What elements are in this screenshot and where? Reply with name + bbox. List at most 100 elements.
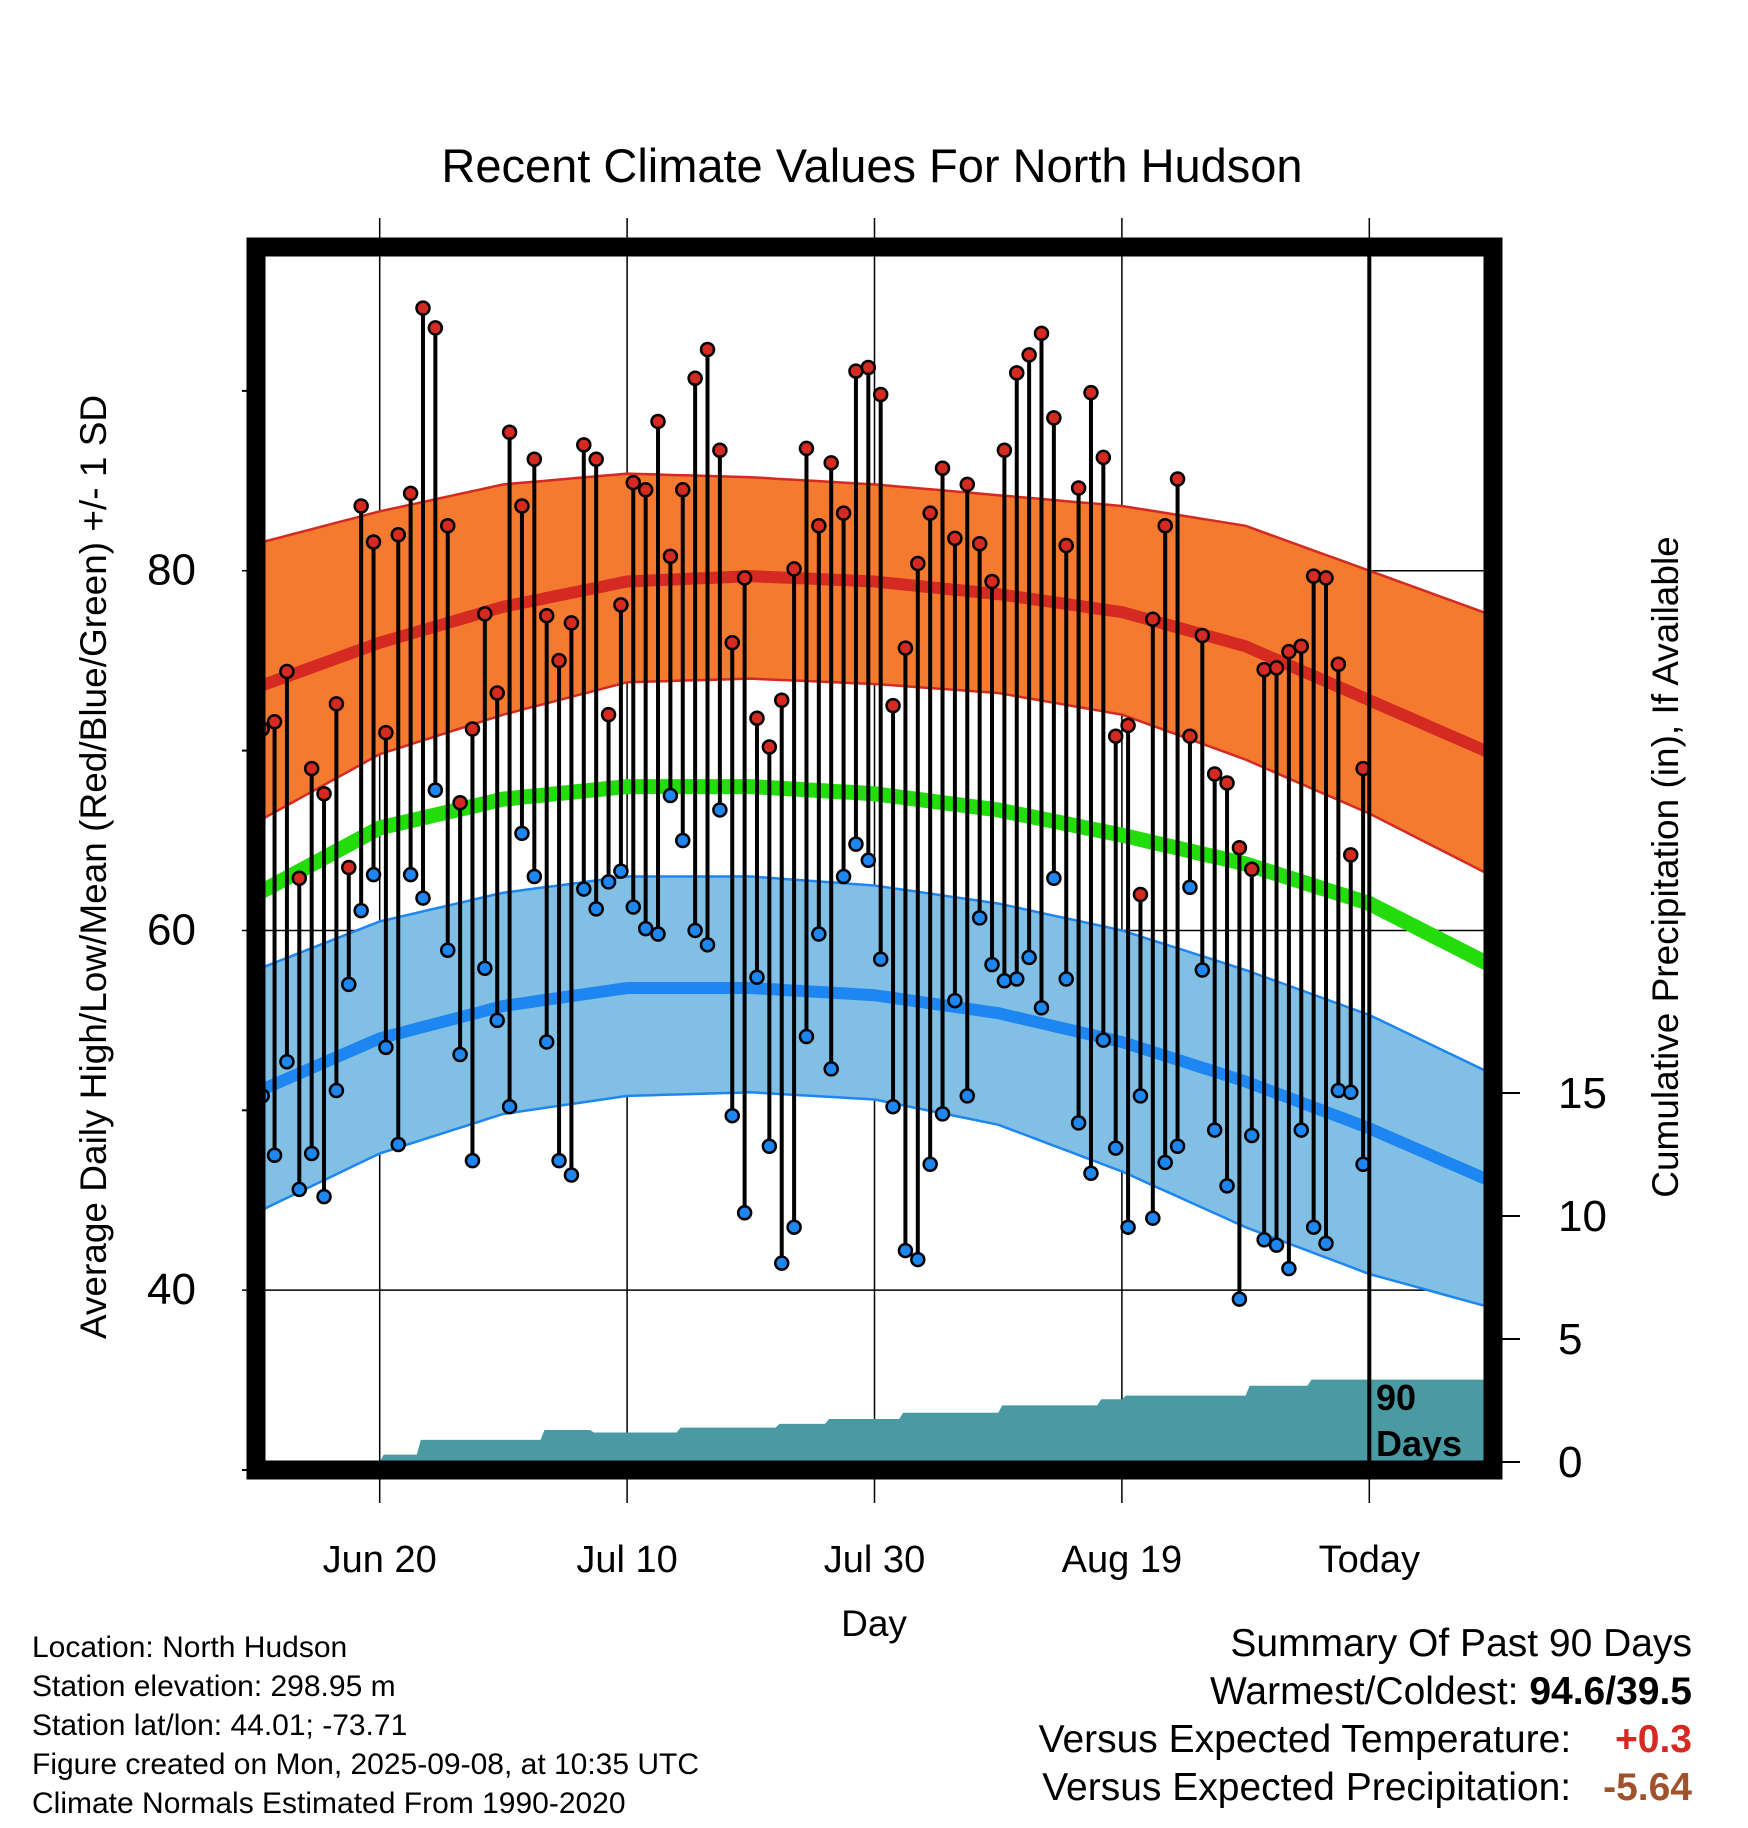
daily-high-point (1033, 325, 1050, 342)
daily-high-point (353, 498, 369, 514)
daily-low-point (897, 1242, 914, 1259)
daily-high-point (1244, 861, 1260, 878)
daily-high-point (724, 634, 740, 651)
daily-high-point (279, 663, 295, 680)
daily-low-point (600, 874, 617, 890)
daily-high-point (1293, 638, 1310, 655)
x-tick-label: Jun 20 (323, 1539, 437, 1581)
x-tick-label: Today (1319, 1539, 1420, 1581)
daily-high-point (675, 482, 691, 498)
daily-high-point (1342, 847, 1359, 863)
created-text: Figure created on Mon, 2025-09-08, at 10… (32, 1748, 700, 1781)
daily-low-point (427, 782, 444, 798)
daily-high-point (291, 870, 308, 887)
daily-high-point (712, 442, 728, 458)
daily-high-point (266, 714, 283, 730)
daily-high-point (860, 359, 877, 376)
daily-high-point (613, 597, 629, 613)
daily-high-point (625, 474, 642, 491)
daily-low-point (1281, 1260, 1297, 1277)
daily-high-point (576, 437, 592, 453)
daily-low-point (835, 868, 852, 885)
temp-row: Versus Expected Temperature: +0.3 (1039, 1716, 1692, 1764)
daily-low-point (390, 1136, 407, 1153)
daily-high-point (910, 555, 926, 572)
daily-low-point (1083, 1165, 1099, 1181)
daily-high-point (1169, 471, 1186, 487)
daily-low-point (1182, 879, 1198, 896)
daily-low-point (576, 881, 592, 897)
daily-low-point (1009, 971, 1025, 987)
daily-high-point (736, 570, 753, 586)
y-tick-label: 40 (147, 1265, 196, 1314)
daily-high-point (1231, 839, 1248, 856)
daily-high-point (600, 706, 617, 723)
daily-low-point (501, 1098, 518, 1115)
warm-cold-label: Warmest/Coldest: (1210, 1670, 1519, 1713)
daily-low-point (464, 1152, 481, 1169)
daily-low-point (910, 1251, 926, 1268)
daily-low-point (303, 1145, 320, 1162)
y-axis-label: Average Daily High/Low/Mean (Red/Blue/Gr… (73, 395, 114, 1339)
daily-low-point (1169, 1138, 1186, 1155)
daily-low-point (489, 1012, 505, 1029)
daily-low-point (947, 992, 963, 1009)
y2-tick-label: 15 (1558, 1069, 1607, 1118)
x-axis-label: Day (841, 1603, 907, 1644)
daily-low-point (934, 1106, 951, 1122)
latlon-text: Station lat/lon: 44.01; -73.71 (32, 1709, 408, 1742)
daily-high-point (650, 413, 666, 430)
daily-high-point (328, 696, 345, 712)
daily-low-point (650, 926, 666, 942)
daily-high-point (378, 724, 394, 741)
summary-panel: Summary Of Past 90 Days Warmest/Coldest:… (1039, 1620, 1692, 1812)
daily-low-point (365, 866, 382, 883)
daily-low-point (959, 1088, 976, 1104)
normals-text: Climate Normals Estimated From 1990-2020 (32, 1787, 626, 1820)
x-tick-label: Jul 10 (576, 1539, 677, 1581)
daily-high-point (637, 482, 654, 498)
warm-cold-row: Warmest/Coldest: 94.6/39.5 (1039, 1668, 1692, 1716)
daily-high-point (1083, 384, 1099, 401)
precip-value: -5.64 (1603, 1766, 1692, 1809)
daily-high-point (1305, 568, 1322, 584)
daily-high-point (934, 460, 951, 476)
daily-high-point (402, 485, 419, 502)
daily-high-point (1021, 347, 1037, 363)
daily-low-point (1120, 1219, 1136, 1235)
elevation-text: Station elevation: 298.95 m (32, 1670, 396, 1703)
daily-high-point (897, 640, 914, 656)
daily-low-point (1194, 962, 1211, 978)
daily-low-point (712, 802, 728, 818)
daily-low-point (1070, 1115, 1087, 1131)
low-sd-band (256, 876, 1493, 1309)
daily-high-point (501, 424, 518, 440)
daily-low-point (724, 1107, 740, 1124)
window-label-days: Days (1376, 1423, 1462, 1464)
daily-high-point (1194, 627, 1211, 644)
daily-high-point (749, 710, 765, 726)
daily-low-point (971, 910, 988, 926)
y-tick-label: 80 (147, 546, 196, 595)
daily-low-point (996, 973, 1013, 989)
daily-high-point (1219, 775, 1235, 791)
daily-high-point (489, 685, 505, 701)
daily-high-point (984, 573, 1000, 590)
daily-low-point (1293, 1122, 1310, 1138)
daily-low-point (439, 942, 456, 958)
daily-low-point (984, 956, 1000, 973)
daily-low-point (477, 960, 493, 976)
precip-label: Versus Expected Precipitation: (1042, 1766, 1572, 1809)
daily-high-point (1046, 410, 1062, 426)
daily-low-point (1132, 1088, 1149, 1104)
daily-high-point (823, 455, 839, 471)
daily-high-point (835, 505, 852, 521)
daily-high-point (761, 739, 778, 755)
daily-high-point (477, 606, 493, 622)
daily-high-point (588, 451, 604, 467)
daily-high-point (1268, 660, 1285, 676)
daily-high-point (1206, 766, 1223, 782)
daily-high-point (1120, 717, 1136, 734)
daily-low-point (662, 787, 679, 804)
daily-high-point (365, 534, 382, 550)
